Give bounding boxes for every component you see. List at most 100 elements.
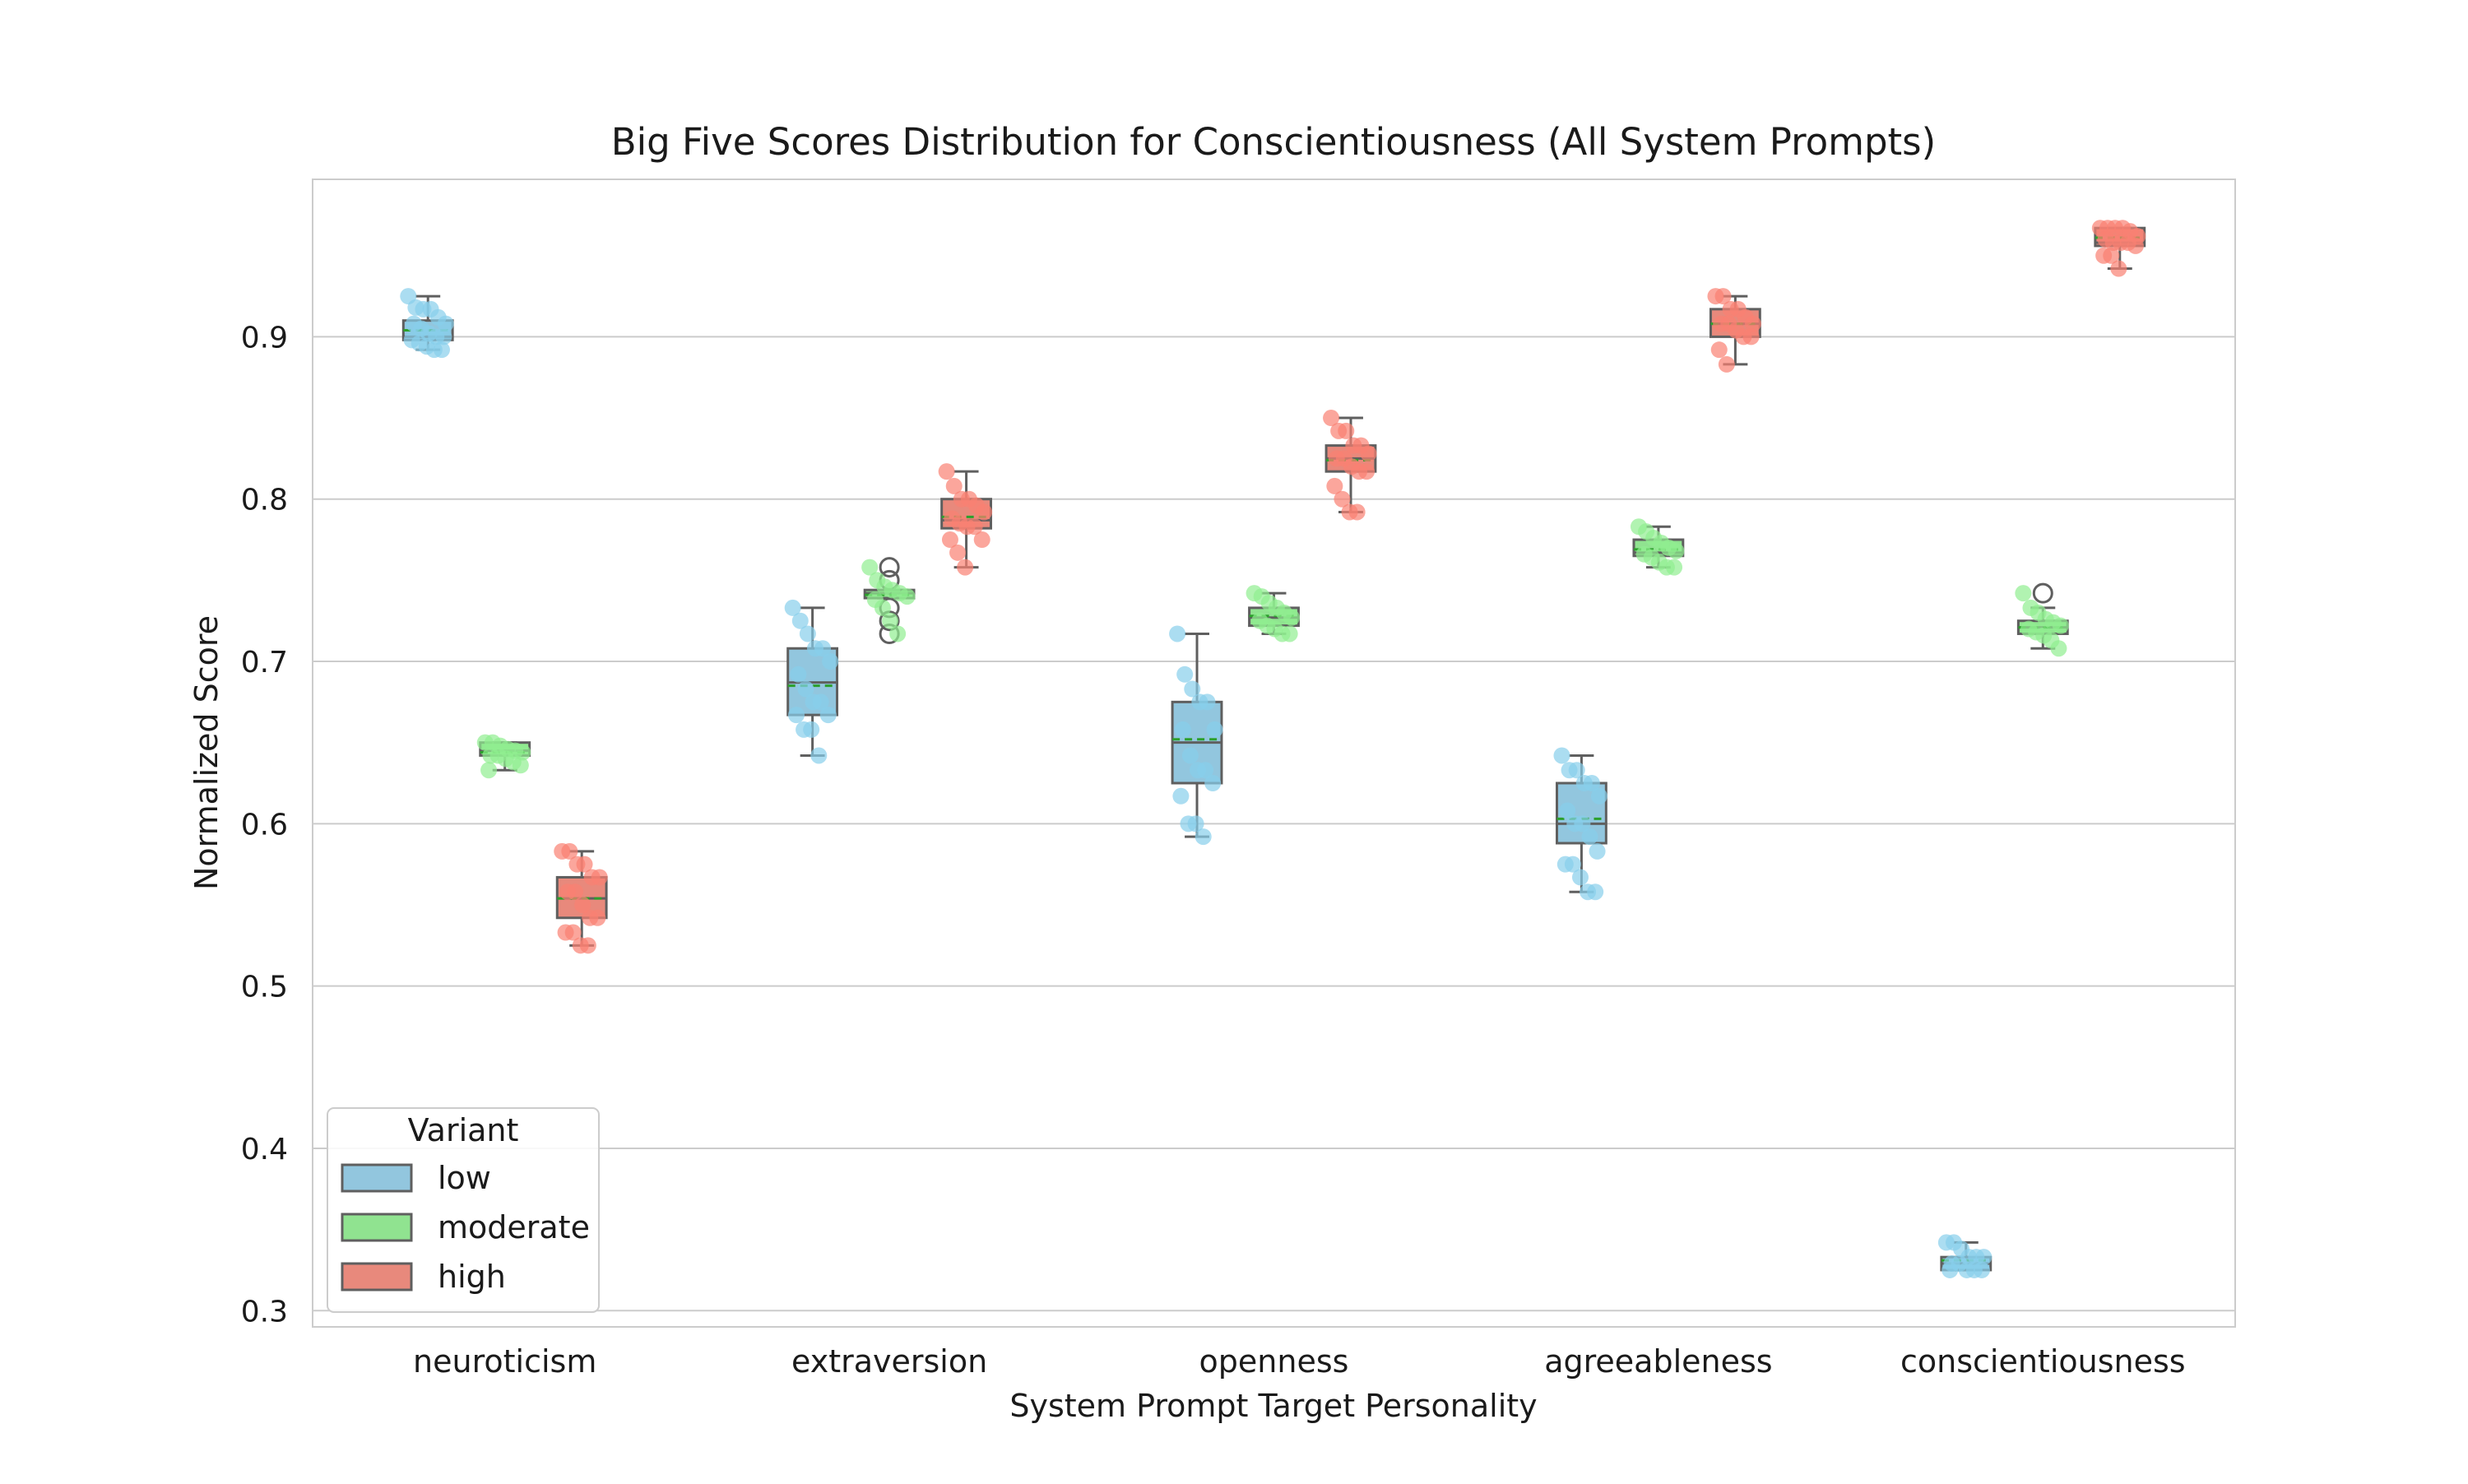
data-point-high xyxy=(1744,315,1761,332)
x-tick-label-conscientiousness: conscientiousness xyxy=(1900,1343,2186,1380)
data-point-high xyxy=(957,559,974,576)
data-point-high xyxy=(1334,490,1351,508)
legend-swatch-moderate xyxy=(341,1213,413,1242)
data-point-high xyxy=(1338,422,1355,439)
legend-label-moderate: moderate xyxy=(438,1209,590,1245)
data-point-low xyxy=(791,612,809,629)
legend-frame xyxy=(327,1107,600,1313)
data-point-high xyxy=(564,924,582,941)
data-point-high xyxy=(941,531,958,549)
data-point-low xyxy=(1589,842,1606,860)
data-point-moderate xyxy=(889,625,907,642)
point-layer xyxy=(400,220,2146,1278)
data-point-low xyxy=(1941,1261,1959,1278)
data-point-high xyxy=(1742,328,1760,345)
data-point-low xyxy=(1571,869,1589,886)
data-point-moderate xyxy=(1281,625,1298,642)
data-point-low xyxy=(1975,1249,1992,1266)
y-tick-label: 0.7 xyxy=(241,646,288,679)
data-point-high xyxy=(949,544,967,561)
data-point-low xyxy=(784,599,801,616)
data-point-high xyxy=(945,477,963,494)
data-point-low xyxy=(787,707,805,724)
data-point-low xyxy=(435,328,452,345)
data-point-low xyxy=(1169,625,1186,642)
data-point-low xyxy=(803,721,820,738)
data-point-high xyxy=(938,463,955,480)
legend-title: Variant xyxy=(408,1112,519,1148)
data-point-high xyxy=(591,869,608,886)
data-point-high xyxy=(2127,237,2144,254)
data-point-low xyxy=(1553,747,1570,764)
data-point-low xyxy=(1973,1261,1990,1278)
data-point-low xyxy=(1195,828,1212,846)
data-point-moderate xyxy=(861,559,879,576)
legend-swatch-low xyxy=(341,1163,413,1193)
data-point-high xyxy=(579,937,596,954)
data-point-high xyxy=(567,883,584,901)
data-point-low xyxy=(433,341,450,359)
data-point-low xyxy=(810,747,828,764)
data-point-moderate xyxy=(480,762,498,779)
y-tick-label: 0.8 xyxy=(241,484,288,517)
data-point-low xyxy=(822,653,839,670)
data-point-moderate xyxy=(882,612,899,629)
plot-frame xyxy=(312,179,2236,1328)
x-tick-label-extraversion: extraversion xyxy=(791,1343,987,1380)
data-point-high xyxy=(1326,477,1343,494)
outlier-marker xyxy=(2032,582,2053,604)
data-point-low xyxy=(1587,883,1604,901)
data-point-low xyxy=(437,315,454,332)
y-tick-label: 0.6 xyxy=(241,808,288,842)
data-point-high xyxy=(2103,247,2120,264)
data-point-high xyxy=(1358,463,1375,480)
legend-swatch-high xyxy=(341,1262,413,1292)
data-point-high xyxy=(1710,341,1728,359)
data-point-moderate xyxy=(512,757,529,774)
data-point-low xyxy=(1199,693,1216,711)
data-point-low xyxy=(1581,828,1598,846)
legend[interactable]: Variant low moderate high xyxy=(327,1107,600,1313)
data-point-high xyxy=(1323,410,1340,427)
data-point-low xyxy=(799,625,816,642)
data-point-high xyxy=(1348,503,1366,521)
axis-layer: 0.3 0.4 0.5 0.6 0.7 0.8 0.9 neuroticism extraver… xyxy=(241,321,2186,1380)
x-tick-label-agreeableness: agreeableness xyxy=(1544,1343,1772,1380)
x-tick-label-neuroticism: neuroticism xyxy=(413,1343,596,1380)
chart-title: Big Five Scores Distribution for Conscie… xyxy=(611,120,1936,164)
data-point-moderate xyxy=(2015,585,2032,602)
data-point-low xyxy=(1574,815,1591,832)
box-layer xyxy=(401,226,2146,1272)
data-point-moderate xyxy=(2052,617,2069,634)
data-point-low xyxy=(1174,721,1191,738)
data-point-low xyxy=(1204,775,1222,792)
data-point-high xyxy=(1360,445,1377,462)
data-point-low xyxy=(1172,787,1190,805)
legend-items: low moderate high xyxy=(341,1160,590,1295)
data-point-high xyxy=(1714,288,1732,305)
data-point-low xyxy=(797,680,814,698)
data-point-low xyxy=(1206,721,1223,738)
data-point-low xyxy=(1184,680,1201,698)
data-point-moderate xyxy=(1668,542,1685,559)
data-point-moderate xyxy=(1666,559,1683,576)
data-point-low xyxy=(1181,747,1199,764)
y-tick-label: 0.3 xyxy=(241,1295,288,1329)
data-point-low xyxy=(1590,787,1607,805)
grid-layer xyxy=(313,336,2235,1312)
data-point-moderate xyxy=(1283,609,1301,626)
data-point-high xyxy=(966,518,983,536)
data-point-high xyxy=(561,842,578,860)
data-point-low xyxy=(812,693,829,711)
data-point-low xyxy=(1197,762,1214,779)
data-point-low xyxy=(1187,815,1204,832)
data-point-high xyxy=(973,531,990,549)
y-axis-label: Normalized Score xyxy=(188,615,225,890)
data-point-low xyxy=(814,640,832,657)
y-tick-label: 0.9 xyxy=(241,321,288,355)
x-tick-label-openness: openness xyxy=(1199,1343,1349,1380)
data-point-low xyxy=(1568,762,1585,779)
data-point-moderate xyxy=(874,599,891,616)
